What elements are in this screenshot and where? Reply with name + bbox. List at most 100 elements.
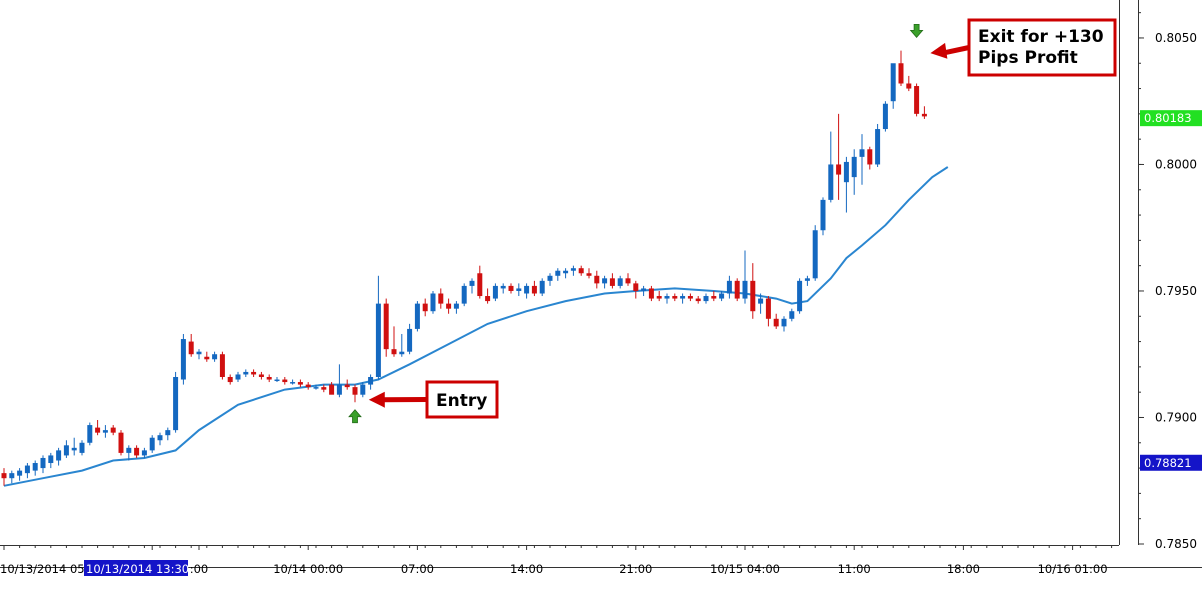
- candle-body: [821, 200, 826, 230]
- candle-body: [665, 296, 670, 299]
- candle-body: [719, 294, 724, 299]
- candle-body: [828, 164, 833, 199]
- candle-body: [228, 377, 233, 382]
- candle-body: [158, 435, 163, 440]
- candle-body: [392, 349, 397, 354]
- x-cursor-label: 10/13/2014 13:30: [86, 562, 189, 576]
- candle-body: [72, 448, 77, 451]
- candle-body: [197, 352, 202, 355]
- candle-body: [758, 299, 763, 304]
- candle-body: [431, 294, 436, 312]
- candle-body: [516, 288, 521, 291]
- candle-body: [298, 382, 303, 385]
- x-tick-label: 10/16 01:00: [1038, 562, 1108, 576]
- candle-body: [548, 276, 553, 281]
- candle-body: [173, 377, 178, 430]
- candle-body: [150, 438, 155, 451]
- candle-body: [860, 149, 865, 157]
- candle-body: [87, 425, 92, 443]
- candle-body: [540, 281, 545, 294]
- x-tick-label: 10/15 04:00: [710, 562, 780, 576]
- candle: [735, 278, 740, 301]
- candle-body: [750, 281, 755, 311]
- candle-body: [462, 286, 467, 304]
- candle-body: [524, 286, 529, 294]
- callout-text: Pips Profit: [978, 48, 1078, 68]
- candle-body: [618, 278, 623, 286]
- candle-body: [33, 463, 38, 471]
- candle-body: [64, 445, 69, 455]
- candle-body: [688, 296, 693, 299]
- candle: [821, 197, 826, 235]
- candle-body: [103, 430, 108, 433]
- candle-body: [766, 299, 771, 319]
- candle-body: [376, 304, 381, 377]
- candle-body: [789, 311, 794, 319]
- candle: [181, 334, 186, 385]
- candle: [119, 430, 124, 455]
- candle-body: [314, 387, 319, 389]
- candle-body: [509, 286, 514, 291]
- candle-body: [563, 271, 568, 274]
- candle-body: [680, 296, 685, 299]
- candle-body: [259, 374, 264, 377]
- candle-body: [906, 83, 911, 88]
- candle-body: [477, 273, 482, 296]
- candle-body: [41, 458, 46, 468]
- candle-body: [914, 86, 919, 114]
- candle-body: [306, 385, 311, 388]
- candle: [87, 423, 92, 446]
- candle-body: [329, 385, 334, 395]
- candle-body: [267, 377, 272, 380]
- candle-body: [2, 473, 7, 478]
- candle-body: [883, 104, 888, 129]
- candle-body: [243, 372, 248, 375]
- candle-body: [711, 296, 716, 299]
- candle-body: [805, 278, 810, 281]
- candle-body: [594, 276, 599, 284]
- candle-body: [532, 286, 537, 294]
- candle-body: [657, 296, 662, 299]
- candle-body: [212, 354, 217, 359]
- candle: [220, 352, 225, 380]
- candle-body: [774, 319, 779, 327]
- candle-body: [485, 296, 490, 301]
- candle-body: [134, 448, 139, 456]
- candle-body: [353, 387, 358, 395]
- candle-body: [165, 430, 170, 435]
- candle: [462, 283, 467, 306]
- candle-body: [501, 286, 506, 289]
- candle-body: [360, 385, 365, 395]
- y-tick-label: 0.8000: [1155, 157, 1197, 171]
- candle-body: [119, 433, 124, 453]
- candle-body: [782, 319, 787, 327]
- candle-body: [446, 304, 451, 309]
- candle-body: [813, 230, 818, 278]
- candle-body: [454, 304, 459, 309]
- candle: [415, 301, 420, 331]
- candle: [914, 83, 919, 116]
- candle-body: [704, 296, 709, 301]
- candle-body: [126, 448, 131, 453]
- candle-body: [142, 450, 147, 455]
- candle-body: [407, 329, 412, 352]
- candle: [384, 299, 389, 357]
- candle-body: [384, 304, 389, 350]
- candle-body: [470, 281, 475, 286]
- x-tick-label: 11:00: [838, 562, 871, 576]
- candle-body: [415, 304, 420, 329]
- candle-body: [899, 63, 904, 83]
- candle: [150, 435, 155, 453]
- candle: [173, 372, 178, 433]
- candle-body: [867, 149, 872, 164]
- x-tick-label: 21:00: [619, 562, 652, 576]
- price-label: 0.78821: [1144, 456, 1192, 470]
- y-tick-label: 0.8050: [1155, 31, 1197, 45]
- candle-body: [735, 281, 740, 299]
- candle-body: [633, 283, 638, 291]
- x-tick-label: 18:00: [947, 562, 980, 576]
- candle-body: [25, 466, 30, 474]
- candle-body: [111, 428, 116, 433]
- candle-body: [95, 428, 100, 433]
